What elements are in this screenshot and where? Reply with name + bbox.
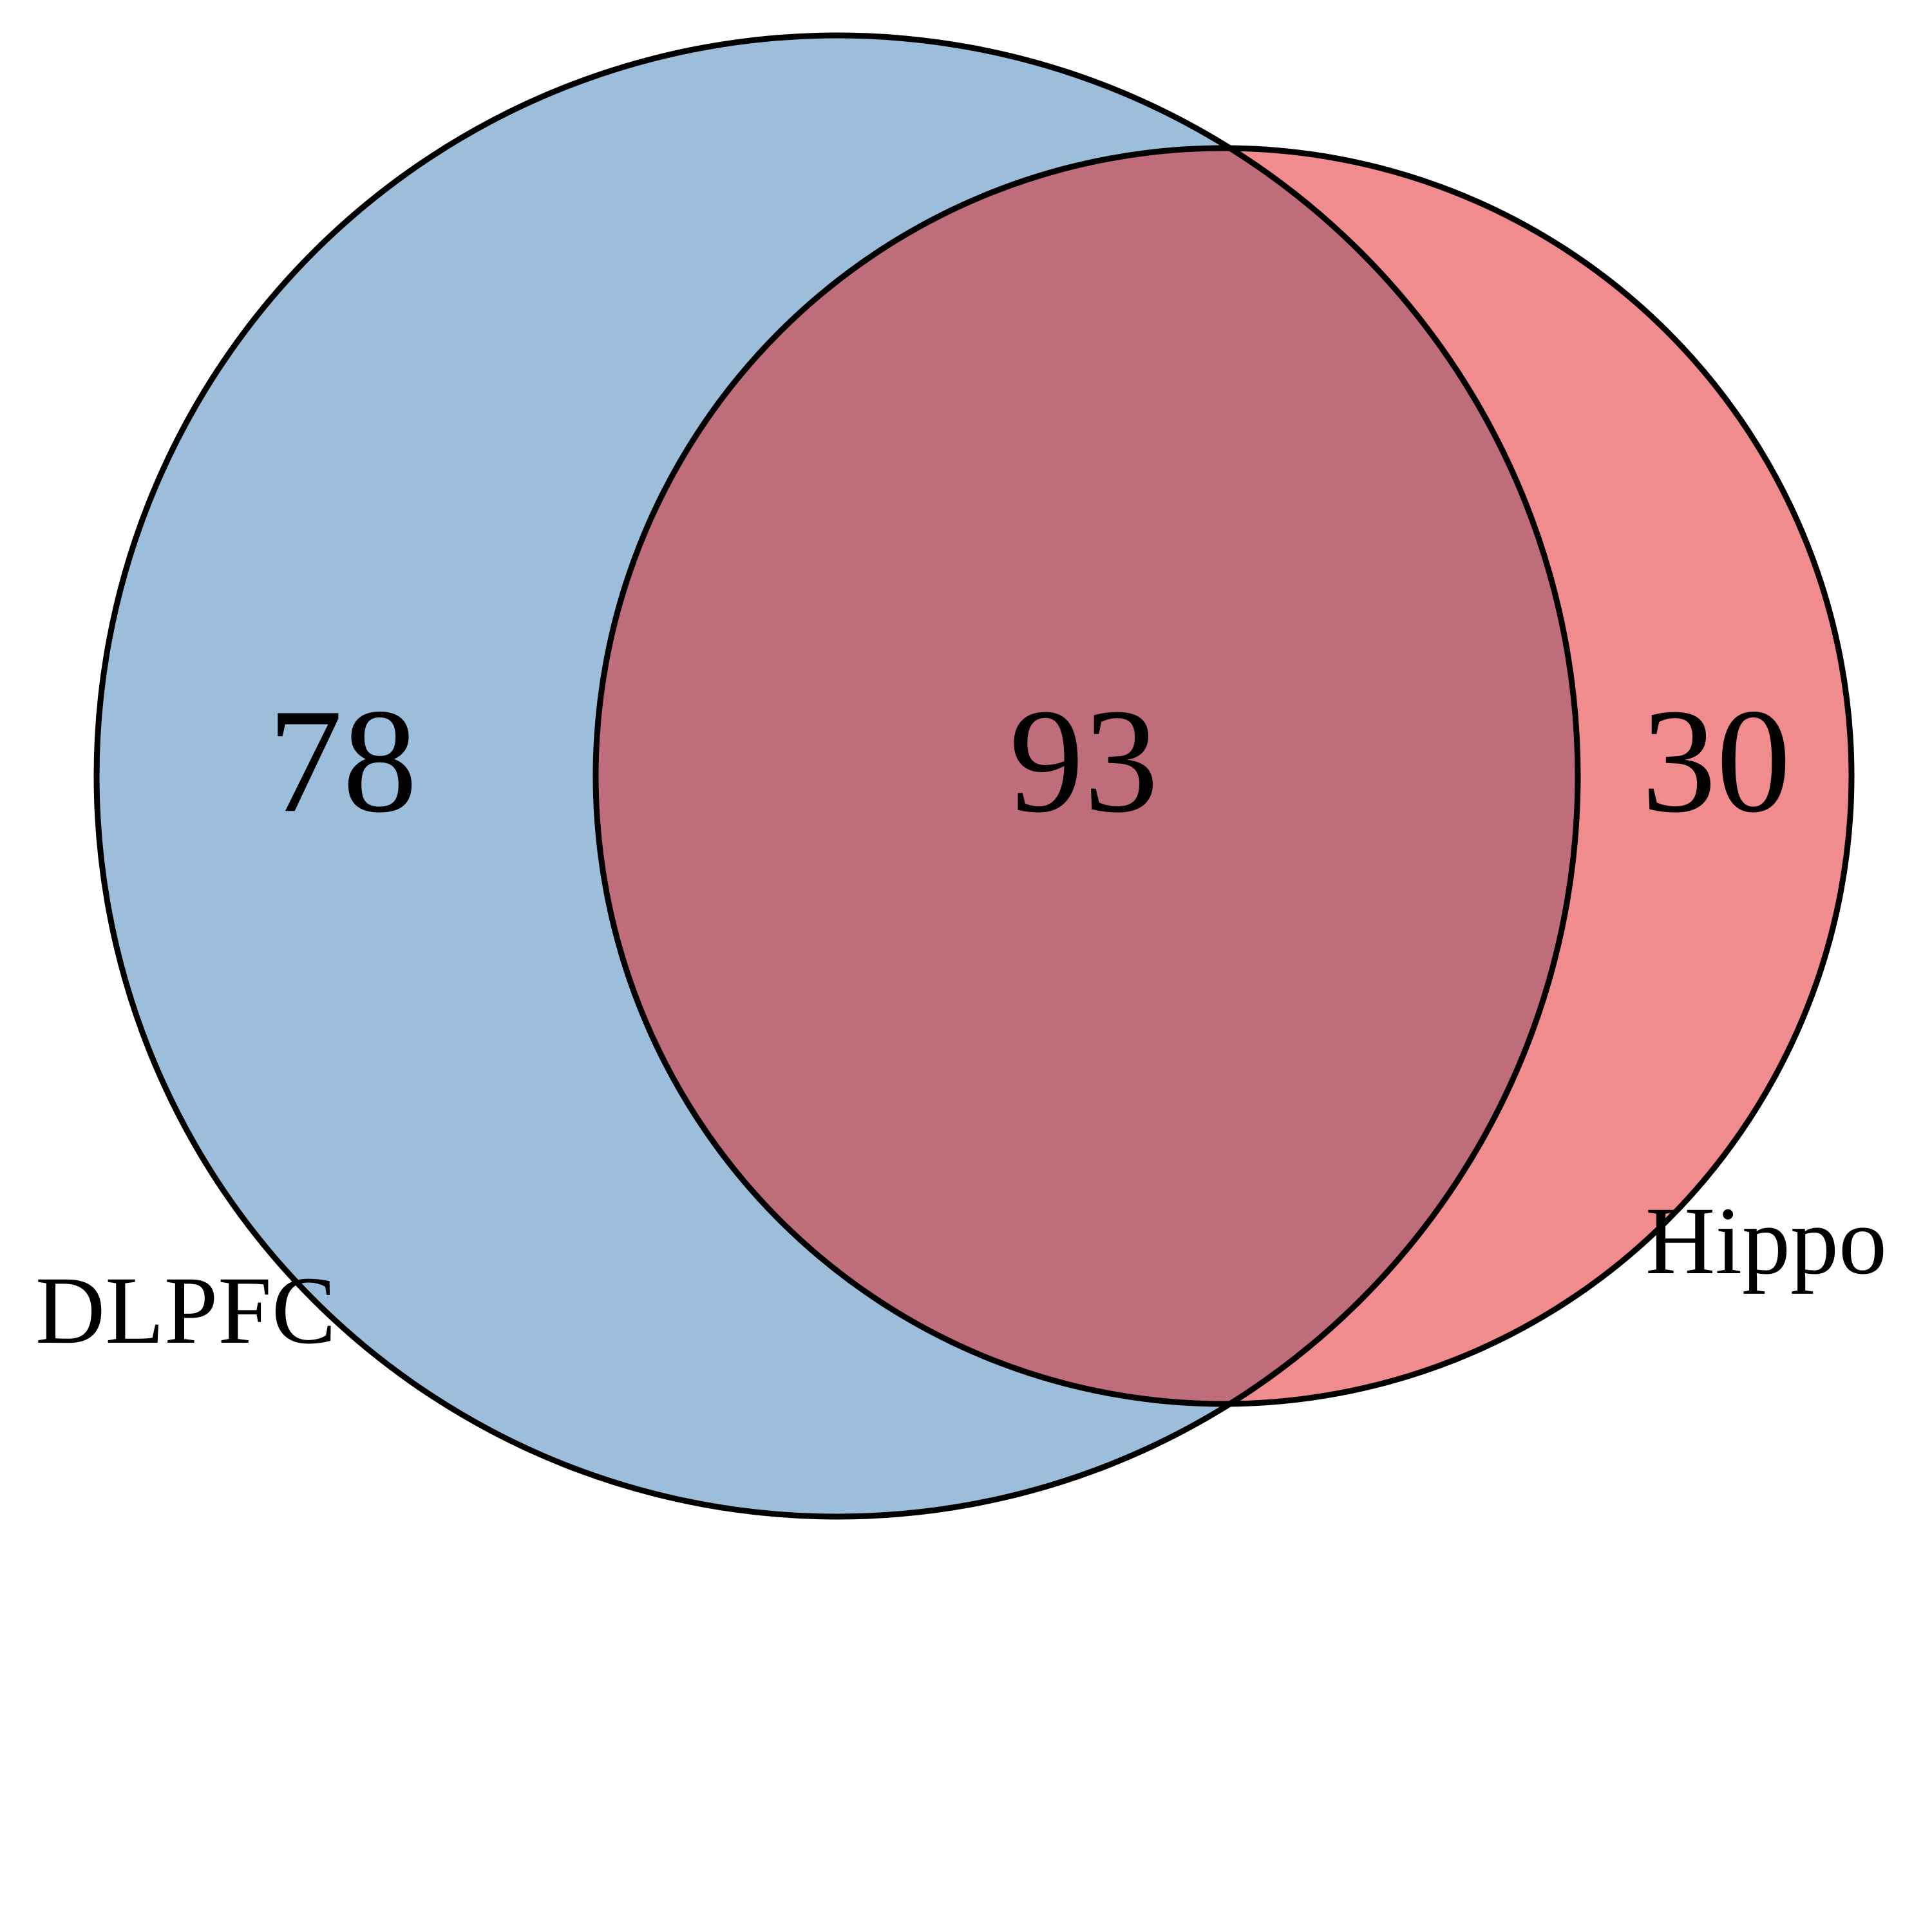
right-only-count: 30 xyxy=(1642,678,1791,844)
left-only-count: 78 xyxy=(268,678,417,844)
hippo-set-label: Hippo xyxy=(1645,1188,1887,1294)
dlpfc-circle-outline xyxy=(93,32,1581,1520)
overlap-count: 93 xyxy=(1009,678,1159,844)
hippo-circle-outline xyxy=(592,145,1855,1407)
dlpfc-set-label: DLPFC xyxy=(35,1257,336,1364)
